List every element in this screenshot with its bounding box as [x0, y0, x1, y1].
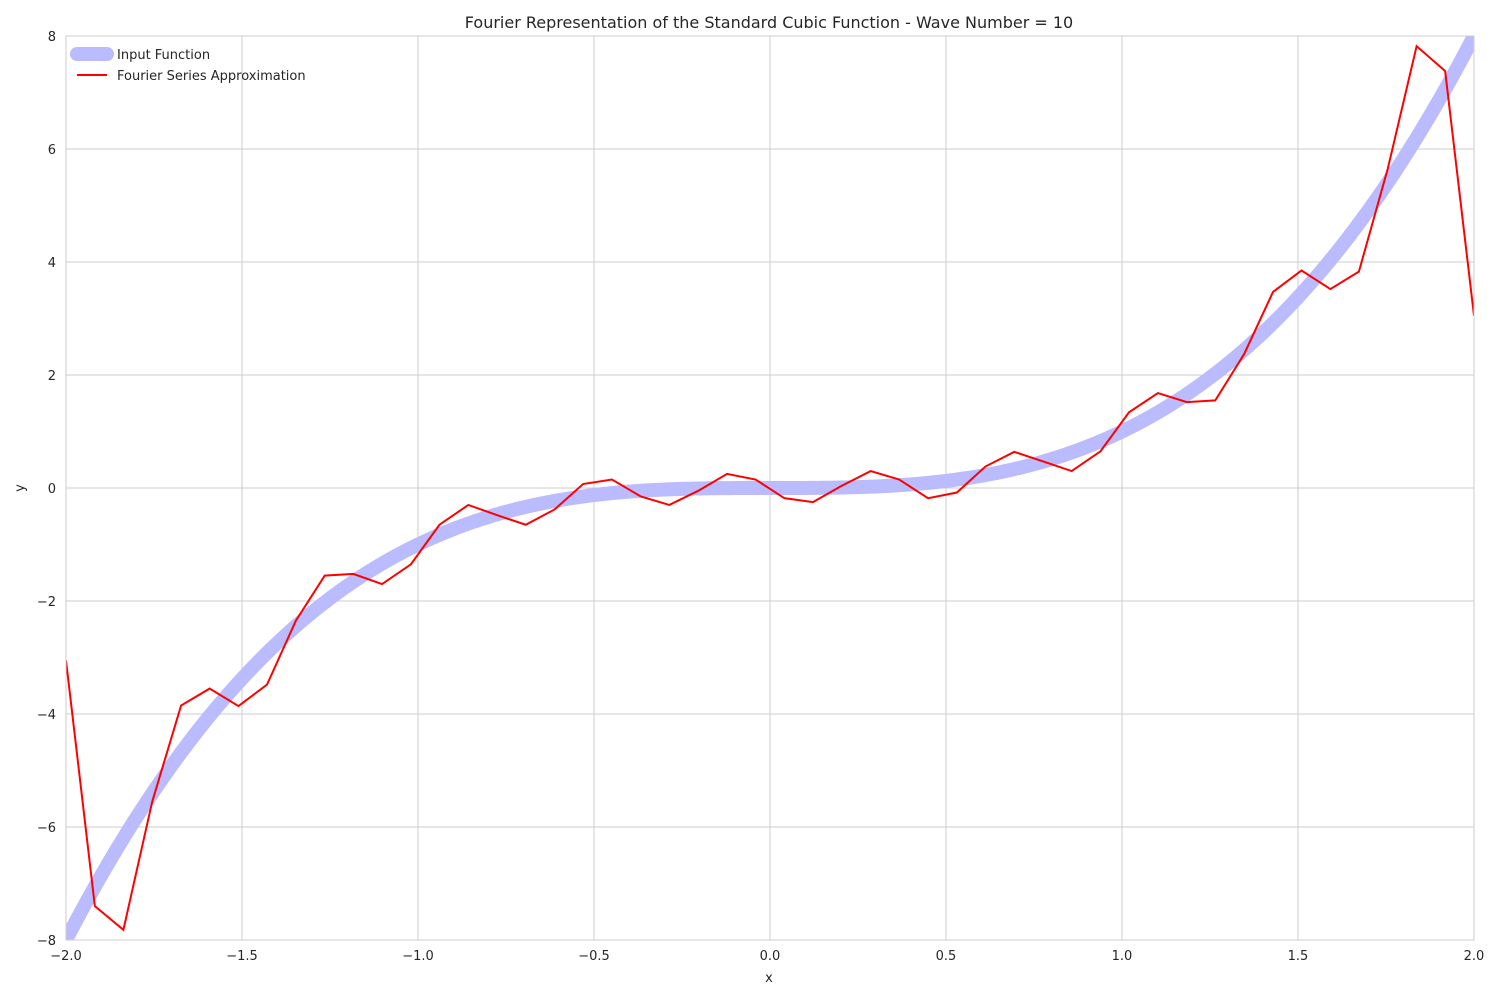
y-tick-label: 2 [48, 369, 56, 384]
x-tick-label: 0.0 [760, 949, 781, 964]
y-tick-label: −6 [37, 821, 56, 836]
x-tick-labels: −2.0 −1.5 −1.0 −0.5 0.0 0.5 1.0 1.5 2.0 [50, 949, 1484, 964]
y-axis-label: y [13, 484, 28, 492]
y-tick-label: −4 [37, 708, 56, 723]
y-tick-label: 4 [48, 256, 56, 271]
x-tick-label: 2.0 [1464, 949, 1485, 964]
x-tick-label: −0.5 [578, 949, 610, 964]
x-axis-label: x [765, 971, 773, 986]
chart-title: Fourier Representation of the Standard C… [465, 13, 1073, 32]
y-tick-label: 0 [48, 482, 56, 497]
x-tick-label: −1.5 [226, 949, 258, 964]
y-tick-label: 8 [48, 30, 56, 45]
series-layer [66, 36, 1474, 940]
x-tick-label: 0.5 [936, 949, 957, 964]
x-tick-label: 1.5 [1288, 949, 1309, 964]
y-tick-label: 6 [48, 143, 56, 158]
legend-label-fourier-approximation: Fourier Series Approximation [117, 69, 306, 84]
x-tick-label: 1.0 [1112, 949, 1133, 964]
legend-label-input-function: Input Function [117, 48, 210, 63]
series-fourier-approximation [66, 44, 1474, 932]
legend: Input Function Fourier Series Approximati… [70, 47, 306, 84]
plot-frame [65, 35, 1475, 941]
y-tick-label: −2 [37, 595, 56, 610]
x-tick-label: −1.0 [402, 949, 434, 964]
x-tick-label: −2.0 [50, 949, 82, 964]
y-tick-label: −8 [37, 934, 56, 949]
y-tick-labels: −8 −6 −4 −2 0 2 4 6 8 [37, 30, 56, 949]
